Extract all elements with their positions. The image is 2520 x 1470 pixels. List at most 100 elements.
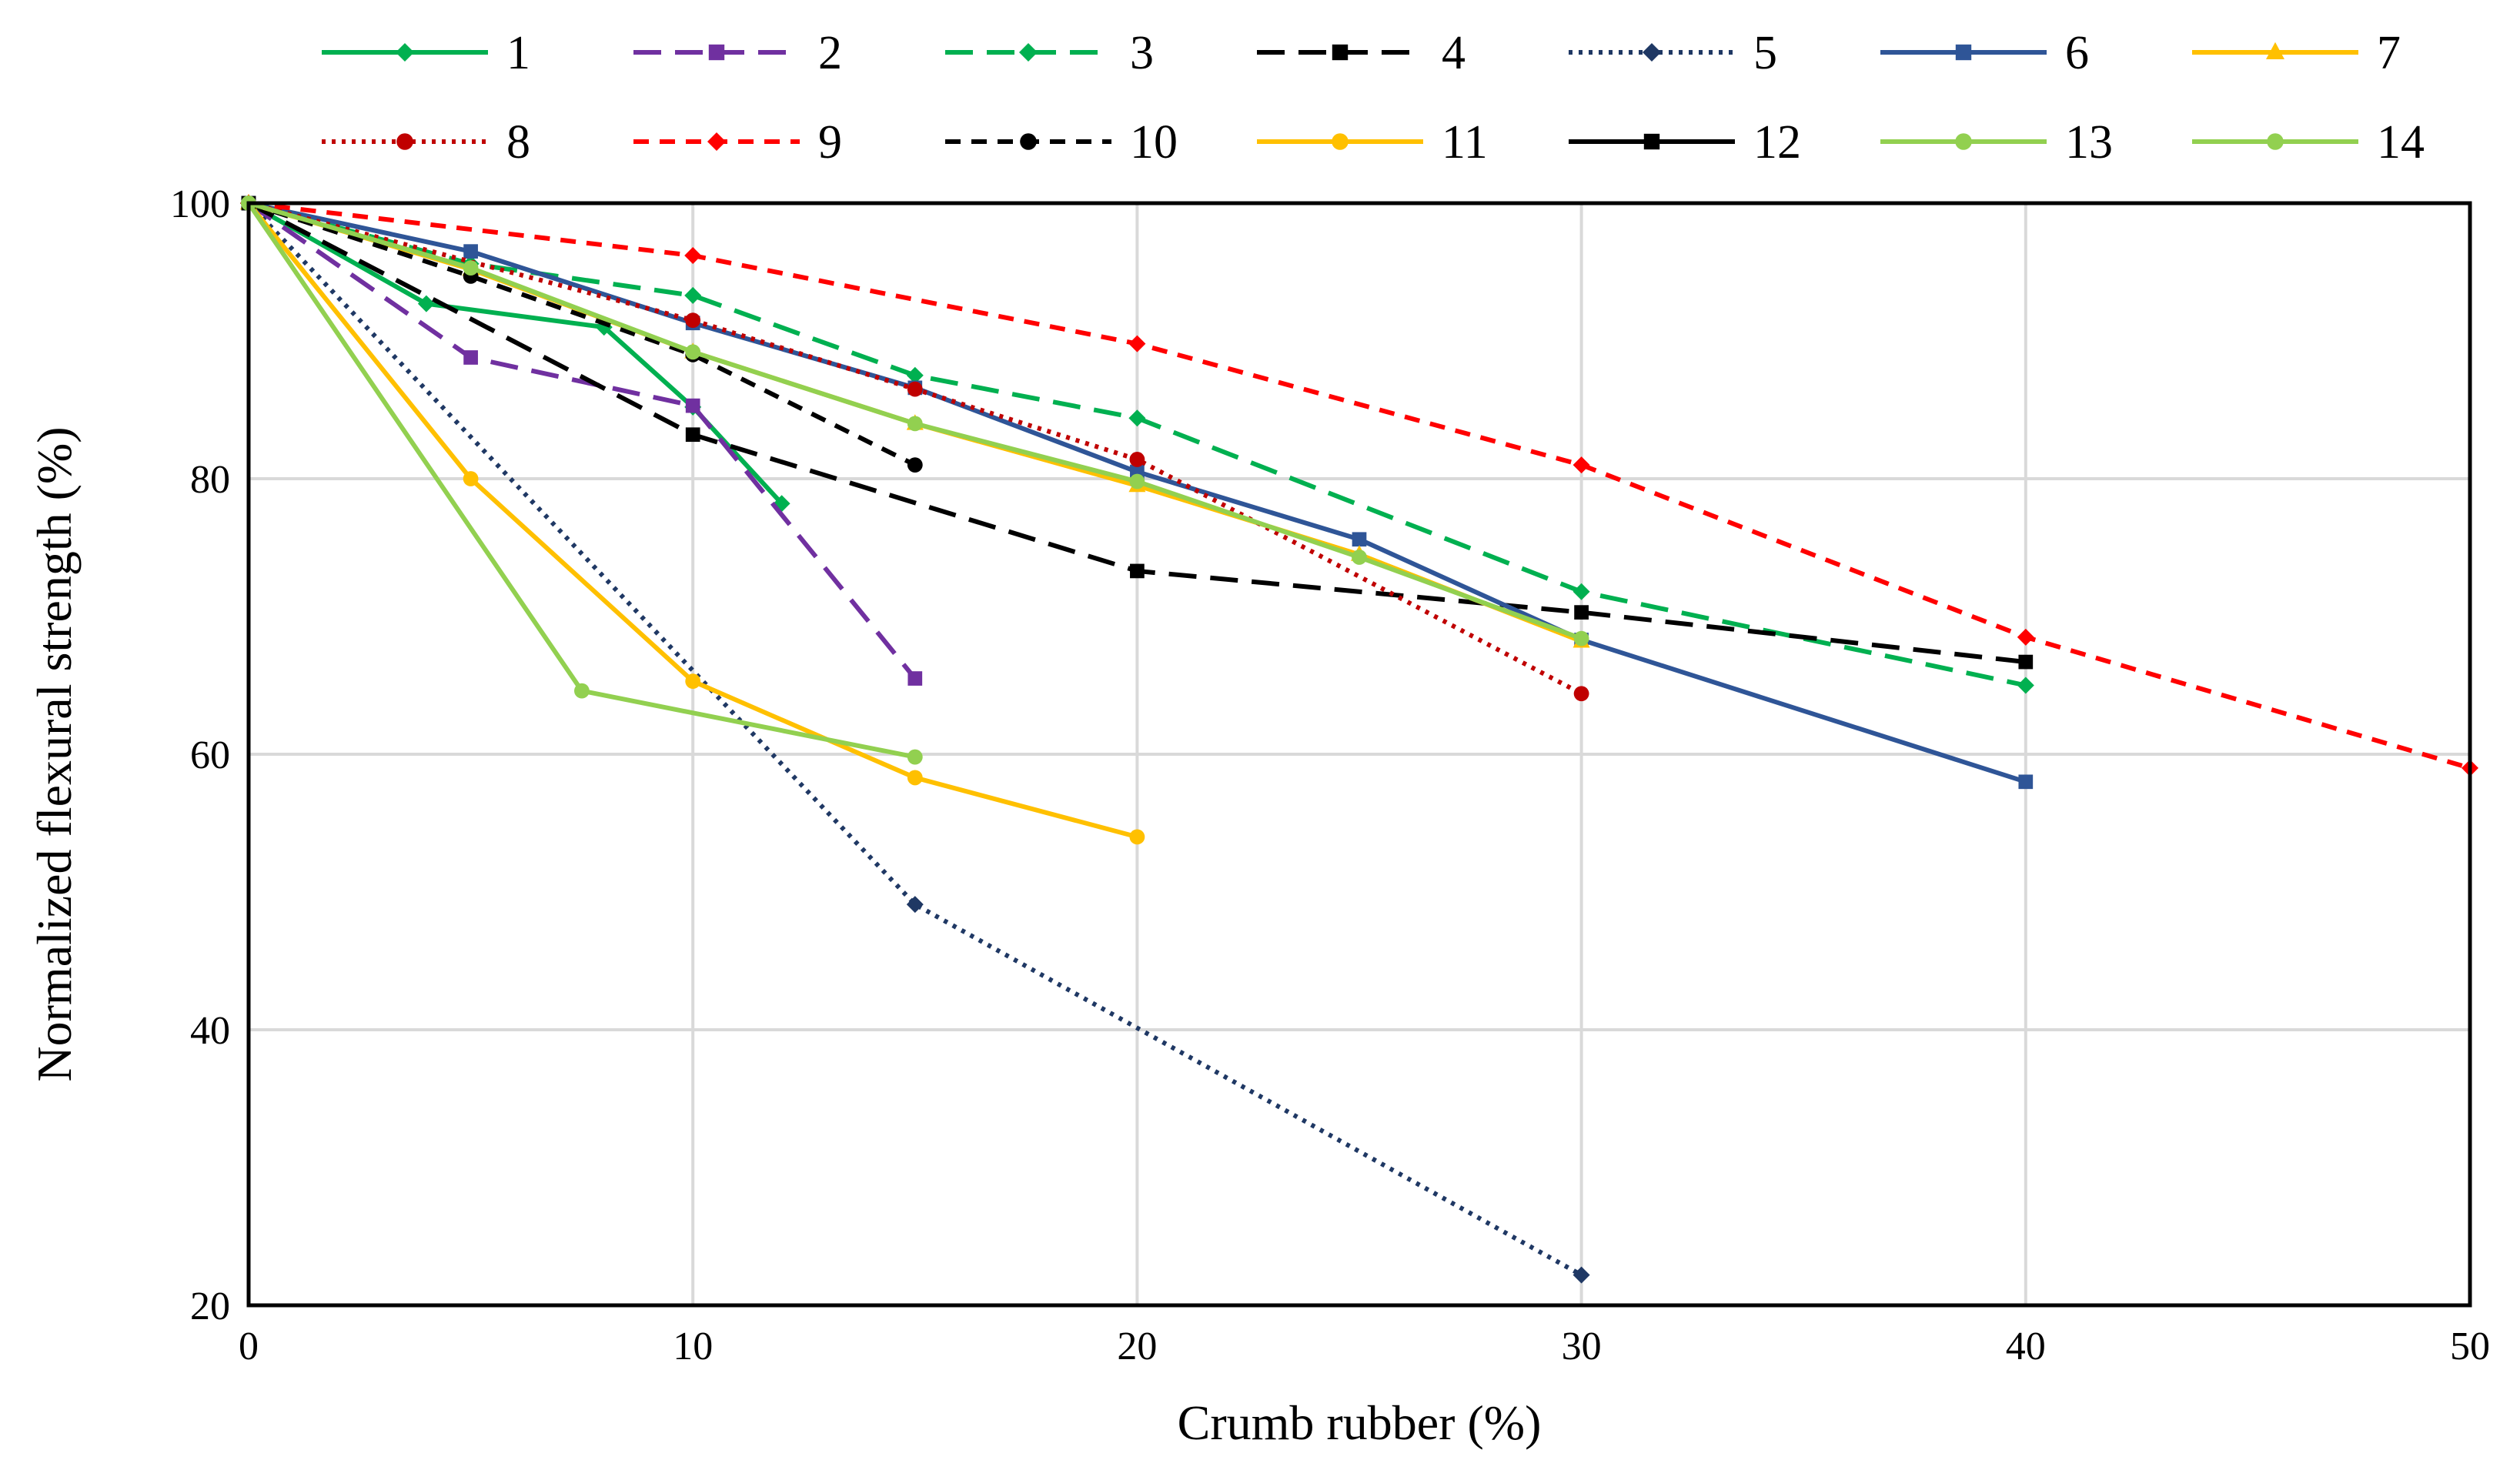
data-point bbox=[463, 471, 479, 486]
data-point bbox=[907, 749, 923, 765]
x-tick-label: 50 bbox=[2450, 1325, 2490, 1368]
legend-marker bbox=[707, 132, 726, 151]
data-point bbox=[2018, 774, 2034, 790]
data-point bbox=[684, 286, 702, 304]
legend-marker bbox=[2267, 133, 2284, 150]
data-point bbox=[1128, 409, 1146, 427]
series-line-5 bbox=[246, 201, 1583, 1278]
legend-label: 11 bbox=[1442, 116, 1488, 169]
legend-label: 12 bbox=[1753, 116, 1801, 169]
legend-label: 14 bbox=[2377, 116, 2425, 169]
series-11 bbox=[241, 195, 1145, 845]
data-point bbox=[463, 244, 478, 259]
data-point bbox=[1128, 335, 1146, 352]
legend-item-3: 3 bbox=[945, 27, 1154, 79]
legend-marker bbox=[1643, 43, 1661, 62]
legend-item-13: 13 bbox=[1880, 116, 2113, 169]
data-point bbox=[907, 671, 923, 686]
y-tick-label: 100 bbox=[170, 182, 230, 226]
data-point bbox=[685, 344, 701, 360]
x-tick-label: 40 bbox=[2006, 1325, 2046, 1368]
legend-item-4: 4 bbox=[1257, 27, 1466, 79]
legend-label: 6 bbox=[2065, 27, 2089, 79]
data-point bbox=[417, 295, 435, 312]
data-point bbox=[463, 350, 478, 365]
data-point bbox=[2017, 677, 2034, 694]
legend-marker bbox=[708, 44, 725, 61]
data-point bbox=[1129, 829, 1145, 845]
legend-marker bbox=[1332, 44, 1349, 61]
data-point bbox=[1352, 532, 1367, 547]
legend-marker bbox=[1020, 133, 1037, 150]
legend-item-1: 1 bbox=[322, 27, 530, 79]
legend: 1 2 3 4 5 6 78 9 10 11 12 13 14 bbox=[322, 27, 2425, 169]
data-point bbox=[685, 312, 701, 329]
y-tick-label: 60 bbox=[190, 733, 230, 777]
legend-item-9: 9 bbox=[633, 116, 842, 169]
data-point bbox=[1129, 473, 1145, 489]
data-point bbox=[2018, 654, 2034, 670]
series-10 bbox=[241, 195, 923, 473]
series-line-2 bbox=[247, 201, 917, 680]
data-point bbox=[1572, 1266, 1590, 1284]
legend-marker bbox=[1955, 44, 1972, 61]
series-line-9 bbox=[248, 201, 2471, 770]
legend-marker bbox=[2266, 42, 2284, 59]
legend-item-12: 12 bbox=[1569, 116, 1801, 169]
plot-frame bbox=[246, 201, 2472, 1308]
x-tick-label: 20 bbox=[1117, 1325, 1157, 1368]
data-point bbox=[907, 770, 923, 786]
data-point bbox=[685, 398, 700, 413]
legend-label: 3 bbox=[1130, 27, 1154, 79]
legend-marker bbox=[1643, 133, 1660, 150]
legend-item-2: 2 bbox=[633, 27, 842, 79]
legend-marker bbox=[396, 43, 414, 62]
data-point bbox=[685, 427, 700, 443]
legend-item-11: 11 bbox=[1257, 116, 1488, 169]
data-point bbox=[1573, 630, 1589, 646]
data-point bbox=[463, 260, 479, 276]
data-point bbox=[1572, 456, 1590, 474]
legend-label: 4 bbox=[1442, 27, 1466, 79]
data-point bbox=[906, 366, 924, 384]
data-point bbox=[906, 896, 924, 914]
legend-marker bbox=[396, 133, 413, 150]
legend-label: 1 bbox=[506, 27, 530, 79]
legend-item-6: 6 bbox=[1880, 27, 2089, 79]
tick-layer: 0 10 20 30 40 50 20 40 60 80 100 bbox=[170, 182, 2490, 1368]
legend-label: 8 bbox=[506, 116, 530, 169]
legend-marker bbox=[1955, 133, 1972, 150]
data-point bbox=[907, 416, 923, 432]
grid-layer bbox=[249, 203, 2470, 1305]
series-5 bbox=[240, 195, 1590, 1284]
legend-marker bbox=[1019, 43, 1038, 62]
legend-item-5: 5 bbox=[1569, 27, 1777, 79]
legend-item-14: 14 bbox=[2192, 116, 2425, 169]
data-point bbox=[1572, 583, 1590, 600]
data-point bbox=[685, 673, 701, 690]
data-point bbox=[1574, 605, 1589, 620]
x-tick-label: 10 bbox=[673, 1325, 713, 1368]
legend-label: 9 bbox=[818, 116, 842, 169]
legend-label: 7 bbox=[2377, 27, 2401, 79]
data-point bbox=[1352, 550, 1367, 565]
legend-item-8: 8 bbox=[322, 116, 530, 169]
data-point bbox=[907, 457, 923, 473]
y-axis-title: Normalized flexural strength (%) bbox=[27, 426, 82, 1081]
series-8 bbox=[241, 195, 1589, 702]
legend-item-7: 7 bbox=[2192, 27, 2401, 79]
y-tick-label: 80 bbox=[190, 458, 230, 502]
data-point bbox=[1130, 563, 1145, 579]
series-line-10 bbox=[248, 201, 917, 467]
data-point bbox=[1573, 686, 1589, 702]
data-point bbox=[574, 683, 590, 699]
y-tick-label: 20 bbox=[190, 1285, 230, 1328]
legend-label: 5 bbox=[1753, 27, 1777, 79]
legend-label: 13 bbox=[2065, 116, 2113, 169]
data-point bbox=[684, 247, 702, 265]
legend-label: 2 bbox=[818, 27, 842, 79]
series-2 bbox=[241, 195, 923, 686]
data-point bbox=[907, 381, 923, 397]
y-tick-label: 40 bbox=[190, 1009, 230, 1053]
